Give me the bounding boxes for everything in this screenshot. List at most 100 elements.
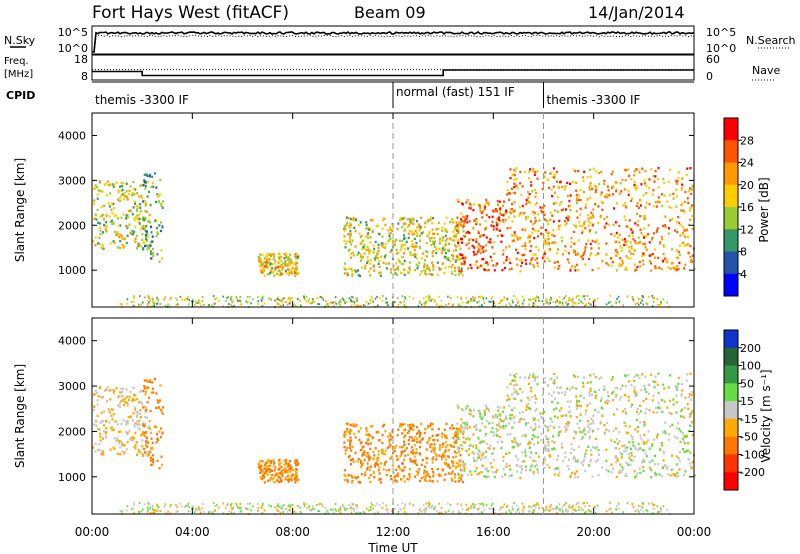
power-cell	[532, 302, 535, 305]
velocity-cell	[266, 479, 269, 482]
power-cell	[478, 265, 481, 268]
velocity-cell	[673, 474, 676, 477]
velocity-cell	[641, 373, 644, 376]
velocity-cell	[118, 440, 121, 443]
velocity-cell	[518, 419, 521, 422]
power-cell	[425, 273, 428, 276]
velocity-cell	[102, 454, 105, 457]
power-cell	[365, 227, 368, 230]
velocity-cell	[289, 459, 291, 463]
power-cell	[136, 214, 139, 217]
velocity-cell	[636, 430, 639, 433]
power-cell	[432, 249, 435, 253]
velocity-cell	[537, 441, 539, 444]
velocity-cell	[643, 449, 646, 452]
power-cell	[633, 180, 636, 184]
velocity-cell	[553, 473, 556, 476]
velocity-cell	[655, 473, 658, 476]
power-cell	[627, 193, 630, 196]
power-cell	[307, 299, 310, 302]
power-cell	[472, 296, 474, 299]
colorbar-tick-label: 28	[740, 134, 754, 147]
velocity-cell	[688, 415, 691, 418]
power-cell	[161, 226, 164, 229]
power-cell	[654, 175, 657, 178]
power-cell	[266, 255, 269, 258]
power-cell	[149, 173, 151, 176]
power-cell	[460, 262, 462, 265]
velocity-cell	[432, 456, 435, 459]
velocity-cell	[620, 395, 623, 399]
power-cell	[482, 245, 485, 249]
velocity-cell	[138, 423, 141, 427]
power-cell	[95, 218, 98, 221]
velocity-cell	[434, 506, 436, 509]
power-cell	[445, 228, 448, 231]
velocity-cell	[467, 473, 469, 477]
power-cell	[290, 268, 293, 271]
velocity-cell	[644, 452, 647, 455]
velocity-cell	[468, 438, 471, 441]
velocity-cell	[376, 459, 379, 463]
velocity-cell	[456, 422, 459, 425]
velocity-cell	[660, 441, 663, 445]
velocity-cell	[380, 448, 383, 452]
velocity-cell	[105, 427, 108, 430]
power-cell	[458, 273, 461, 276]
power-cell	[401, 255, 403, 259]
velocity-cell	[149, 459, 152, 462]
velocity-cell	[96, 403, 99, 406]
power-cell	[528, 234, 531, 237]
power-cell	[476, 245, 479, 249]
power-cell	[318, 296, 321, 299]
power-cell	[266, 258, 268, 261]
power-cell	[601, 259, 604, 263]
power-cell	[648, 295, 650, 298]
power-cell	[105, 182, 108, 185]
velocity-cell	[608, 508, 610, 511]
power-cell	[639, 198, 641, 202]
power-cell	[385, 297, 387, 300]
velocity-cell	[410, 427, 413, 430]
velocity-cell	[677, 376, 680, 380]
power-cell	[344, 300, 346, 303]
power-cell	[197, 299, 200, 302]
velocity-cell	[286, 470, 289, 474]
power-cell	[350, 267, 353, 271]
x-axis-label: Time UT	[367, 541, 418, 554]
velocity-cell	[500, 446, 503, 450]
power-cell	[510, 187, 513, 190]
power-cell	[369, 259, 372, 262]
velocity-cell	[590, 510, 592, 513]
power-cell	[109, 183, 112, 186]
power-cell	[485, 213, 488, 217]
power-cell	[615, 231, 618, 235]
velocity-cell	[587, 425, 590, 429]
power-cell	[554, 209, 556, 212]
power-cell	[487, 202, 490, 205]
velocity-cell	[568, 504, 571, 506]
power-cell	[557, 185, 560, 188]
power-cell	[377, 262, 380, 265]
velocity-cell	[461, 430, 463, 433]
velocity-cell	[294, 481, 297, 484]
power-cell	[533, 229, 536, 232]
velocity-cell	[408, 426, 411, 430]
velocity-cell	[532, 433, 534, 437]
power-cell	[280, 259, 283, 262]
velocity-cell	[278, 467, 281, 471]
power-cell	[534, 253, 537, 256]
power-cell	[621, 262, 624, 265]
velocity-cell	[610, 378, 613, 381]
velocity-cell	[395, 474, 398, 478]
velocity-cell	[343, 441, 346, 444]
power-cell	[132, 206, 135, 209]
velocity-cell	[447, 463, 450, 466]
velocity-cell	[621, 468, 624, 471]
power-cell	[339, 304, 342, 307]
power-cell	[450, 270, 453, 273]
velocity-cell	[536, 502, 538, 505]
power-cell	[158, 224, 161, 227]
power-cell	[575, 302, 577, 305]
velocity-cell	[160, 408, 163, 412]
